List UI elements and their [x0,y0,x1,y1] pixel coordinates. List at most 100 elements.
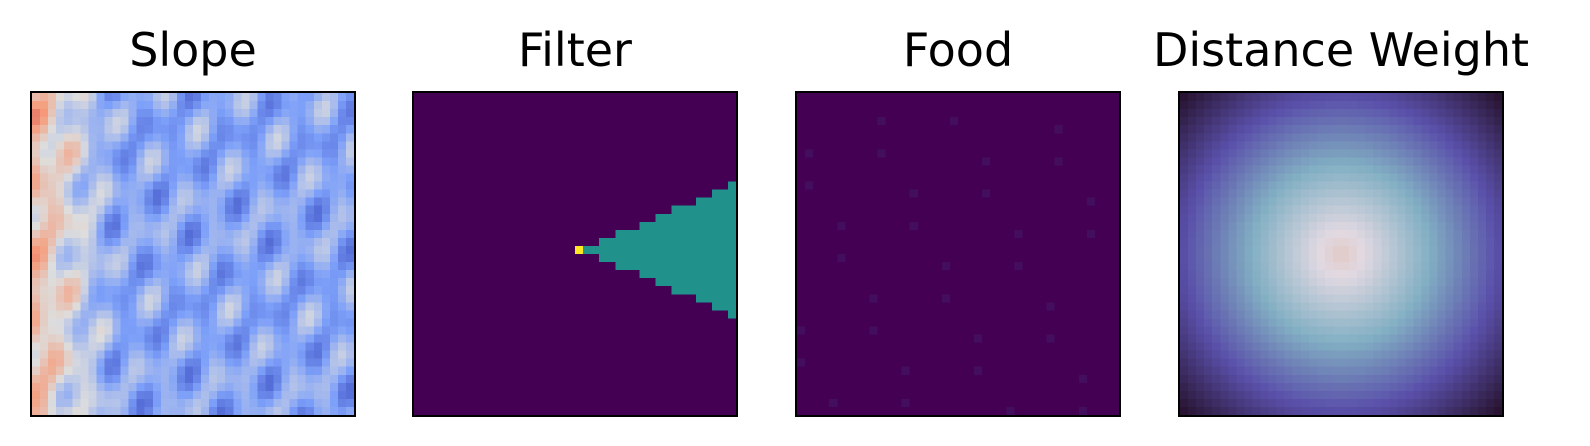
heatmap-cell [1110,197,1119,206]
heatmap-cell [321,93,331,102]
heatmap-cell [679,318,688,327]
heatmap-cell [998,350,1007,359]
heatmap-cell [869,133,878,142]
heatmap-cell [917,213,926,222]
heatmap-cell [112,278,121,287]
heatmap-cell [1054,374,1063,383]
heatmap-cell [813,318,822,327]
heatmap-cell [623,254,632,263]
heatmap-cell [446,133,455,142]
heatmap-cell [209,205,218,214]
heatmap-cell [233,326,242,335]
heatmap-cell [583,326,592,335]
heatmap-cell [711,109,721,118]
heatmap-cell [1086,270,1096,279]
heatmap-cell [64,286,73,295]
heatmap-cell [201,165,210,174]
heatmap-cell [623,358,632,367]
heatmap-cell [48,374,57,383]
heatmap-cell [821,310,830,319]
heatmap-cell [925,149,935,158]
heatmap-cell [949,173,959,182]
heatmap-cell [719,286,729,295]
heatmap-cell [845,245,854,255]
heatmap-cell [1078,181,1087,190]
heatmap-cell [48,390,57,400]
heatmap-cell [72,157,81,166]
heatmap-cell [534,294,543,303]
heatmap-cell [1102,254,1112,263]
heatmap-cell [518,254,527,263]
heatmap-cell [112,205,121,214]
heatmap-cell [233,294,242,303]
heatmap-cell [112,141,121,150]
heatmap-cell [201,229,210,239]
heatmap-cell [494,237,503,247]
heatmap-cell [925,229,935,239]
heatmap-cell [414,149,423,158]
heatmap-cell [88,366,97,375]
heatmap-cell [454,245,463,255]
heatmap-cell [966,398,975,408]
heatmap-cell [982,286,991,295]
heatmap-cell [813,165,822,174]
heatmap-cell [1086,125,1096,134]
heatmap-cell [1070,197,1079,206]
heatmap-cell [1086,334,1096,343]
heatmap-cell [687,342,696,351]
heatmap-cell [1094,390,1104,400]
heatmap-cell [193,189,202,198]
heatmap-cell [829,302,838,311]
heatmap-cell [727,278,736,287]
heatmap-cell [639,205,648,214]
heatmap-cell [1022,93,1031,102]
heatmap-cell [558,133,568,142]
heatmap-cell [542,358,552,367]
heatmap-cell [1485,101,1495,110]
heatmap-cell [829,382,838,392]
heatmap-cell [168,221,178,231]
heatmap-cell [966,270,975,279]
heatmap-cell [1038,286,1047,295]
heatmap-cell [72,125,81,134]
heatmap-cell [909,334,918,343]
heatmap-cell [1110,366,1119,375]
heatmap-cell [966,294,975,303]
heatmap-cell [1014,374,1023,383]
heatmap-cell [998,334,1007,343]
heatmap-cell [193,390,202,400]
heatmap-cell [703,302,713,311]
heatmap-cell [558,342,568,351]
heatmap-cell [313,197,322,206]
heatmap-cell [313,262,322,271]
heatmap-cell [88,270,97,279]
heatmap-cell [502,262,511,271]
heatmap-cell [32,173,41,182]
heatmap-cell [861,133,870,142]
heatmap-cell [1006,245,1015,255]
heatmap-cell [1110,390,1119,400]
heatmap-cell [647,173,656,182]
heatmap-cell [112,342,121,351]
heatmap-cell [414,245,423,255]
heatmap-cell [201,262,210,271]
heatmap-cell [966,262,975,271]
heatmap-cell [655,326,664,335]
heatmap-cell [470,406,479,415]
heatmap-cell [829,358,838,367]
heatmap-cell [990,262,999,271]
heatmap-cell [1070,294,1079,303]
heatmap-cell [241,398,250,408]
heatmap-cell [655,149,664,158]
heatmap-cell [1070,286,1079,295]
heatmap-cell [329,157,339,166]
heatmap-cell [631,213,640,222]
heatmap-cell [128,334,137,343]
heatmap-cell [1070,213,1079,222]
heatmap-cell [1220,101,1229,110]
heatmap-cell [462,93,471,102]
heatmap-cell [1102,101,1112,110]
heatmap-cell [494,229,503,239]
heatmap-cell [821,229,830,239]
heatmap-cell [329,205,339,214]
